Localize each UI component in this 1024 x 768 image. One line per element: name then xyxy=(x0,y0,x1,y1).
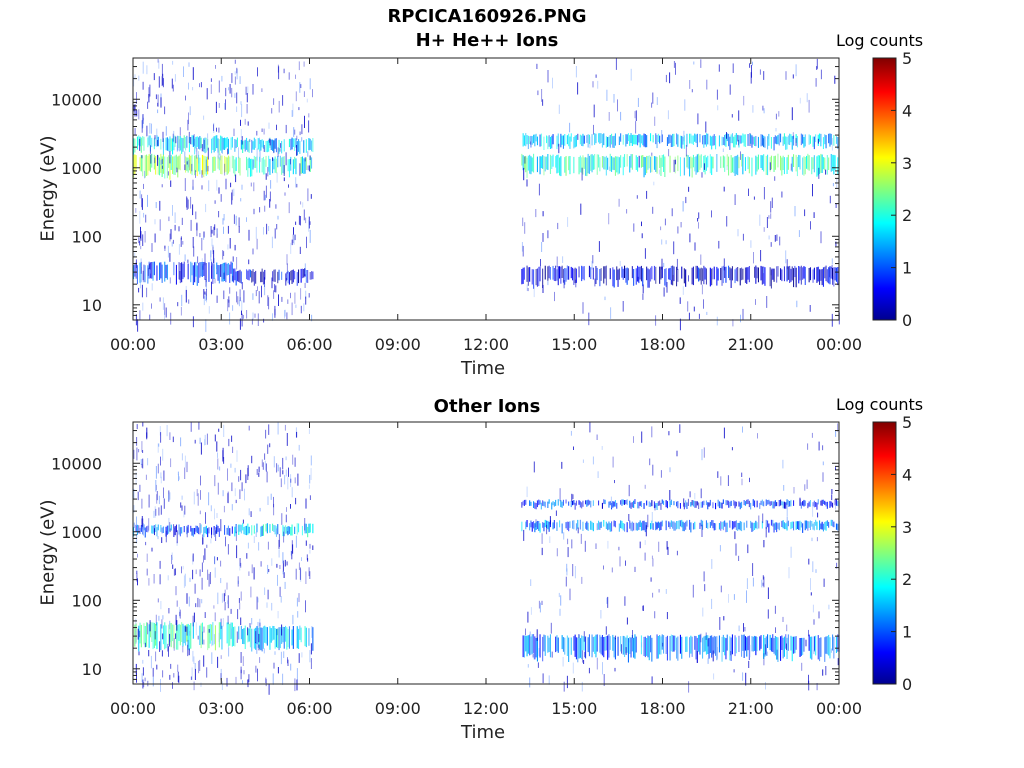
panel-2-plot: 00:00 03:00 06:00 09:00 12:00 15:00 18:00 21:00… xyxy=(51,413,912,718)
panel-1-xtick-label: 15:00 xyxy=(551,335,597,354)
figure-title: RPCICA160926.PNG xyxy=(387,6,587,27)
panel-2-colorbar xyxy=(872,421,897,685)
panel-2-cbtick-label: 5 xyxy=(902,413,912,432)
panel-1-band-4 xyxy=(133,261,233,286)
panel-1-colorbar-label: Log counts xyxy=(836,31,924,50)
panel-1-ytick-label: 100 xyxy=(71,227,102,246)
panel-1-cbtick-label: 2 xyxy=(902,206,912,225)
panel-1-band-0 xyxy=(133,153,233,180)
panel-2-ytick-label: 10 xyxy=(82,660,102,679)
panel-2-xtick-label: 06:00 xyxy=(286,699,332,718)
panel-2-spectrogram xyxy=(133,422,840,695)
panel-1-xtick-label: 00:00 xyxy=(816,335,862,354)
panel-2-cbtick-label: 2 xyxy=(902,570,912,589)
panel-2-band-5 xyxy=(521,499,840,510)
panel-2-band-2 xyxy=(134,622,233,652)
panel-2-ytick-label: 100 xyxy=(71,591,102,610)
panel-1-xtick-label: 21:00 xyxy=(728,335,774,354)
panel-1-spectrogram xyxy=(133,58,840,332)
panel-1-band-7 xyxy=(522,133,840,151)
panel-1-cbtick-label: 4 xyxy=(902,101,912,120)
panel-1-ytick-label: 10000 xyxy=(51,90,102,109)
panel-1-cbtick-label: 1 xyxy=(902,259,912,278)
panel-1-xtick-label: 18:00 xyxy=(639,335,685,354)
panel-2-title: Other Ions xyxy=(433,396,541,417)
panel-2-cbtick-label: 4 xyxy=(902,465,912,484)
panel-2-band-1 xyxy=(234,523,314,538)
panel-1-cbtick-label: 0 xyxy=(902,311,912,330)
panel-1-xtick-label: 00:00 xyxy=(110,335,156,354)
panel-2-xtick-label: 15:00 xyxy=(551,699,597,718)
panel-1-noise xyxy=(133,58,840,332)
panel-1-ticks: 00:00 03:00 06:00 09:00 12:00 15:00 18:00 21:00… xyxy=(51,57,862,354)
panel-1-cbtick-label: 3 xyxy=(902,154,912,173)
panel-1-band-6 xyxy=(521,153,840,178)
panel-2-colorbar-ticks: 0 1 2 3 4 5 xyxy=(891,413,912,694)
panel-2-band-6 xyxy=(522,634,840,663)
panel-1-xtick-label: 09:00 xyxy=(375,335,421,354)
panel-2-ticks: 00:00 03:00 06:00 09:00 12:00 15:00 18:00 21:00… xyxy=(51,421,862,718)
panel-2-xtick-label: 00:00 xyxy=(816,699,862,718)
panel-2-axes-frame xyxy=(132,421,840,685)
panel-2-xtick-label: 09:00 xyxy=(375,699,421,718)
panel-2-cbtick-label: 3 xyxy=(902,518,912,537)
panel-1-xlabel: Time xyxy=(461,358,506,379)
panel-1-cbtick-label: 5 xyxy=(902,49,912,68)
panel-2-cbtick-label: 0 xyxy=(902,675,912,694)
panel-2-cbtick-label: 1 xyxy=(902,623,912,642)
panel-2-xtick-label: 03:00 xyxy=(198,699,244,718)
panel-1-colorbar xyxy=(872,57,897,321)
panel-1-xtick-label: 12:00 xyxy=(463,335,509,354)
panel-2-colorbar-label: Log counts xyxy=(836,395,924,414)
panel-2-ytick-label: 10000 xyxy=(51,454,102,473)
panel-2-xlabel: Time xyxy=(461,722,506,743)
panel-1-band-3 xyxy=(234,137,314,156)
panel-2-xtick-label: 00:00 xyxy=(110,699,156,718)
panel-2-ytick-label: 1000 xyxy=(61,523,102,542)
panel-2-xtick-label: 12:00 xyxy=(463,699,509,718)
panel-1-xtick-label: 06:00 xyxy=(286,335,332,354)
panel-1-plot: 00:00 03:00 06:00 09:00 12:00 15:00 18:00 21:00… xyxy=(51,49,912,354)
panel-1-title: H+ He++ Ions xyxy=(415,30,559,51)
panel-1-colorbar-ticks: 0 1 2 3 4 5 xyxy=(891,49,912,330)
panel-2-xtick-label: 21:00 xyxy=(728,699,774,718)
panel-2-band-3 xyxy=(233,625,314,652)
panel-1-xtick-label: 03:00 xyxy=(198,335,244,354)
panel-1-band-5 xyxy=(233,268,314,286)
panel-2-noise xyxy=(133,422,840,695)
panel-1-ylabel: Energy (eV) xyxy=(37,135,59,242)
panel-2-ylabel: Energy (eV) xyxy=(37,499,59,606)
panel-2-band-4 xyxy=(521,519,840,534)
panel-2-band-0 xyxy=(133,524,233,538)
panel-1-band-8 xyxy=(521,265,839,289)
panel-2-xtick-label: 18:00 xyxy=(639,699,685,718)
panel-1-ytick-label: 10 xyxy=(82,296,102,315)
panel-1-ytick-label: 1000 xyxy=(61,159,102,178)
